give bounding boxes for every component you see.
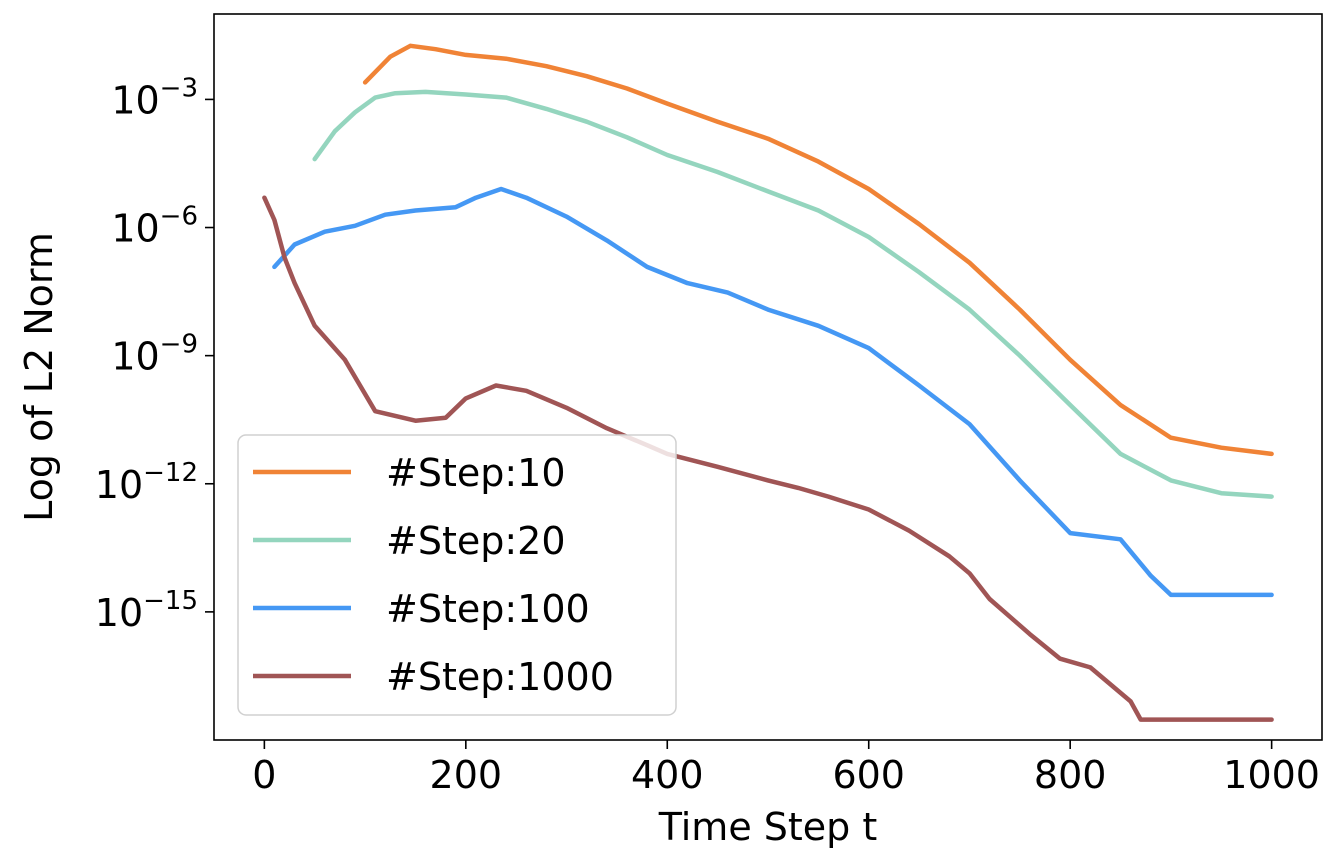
y-tick-base: 10 — [111, 78, 159, 122]
x-tick-label: 800 — [1034, 753, 1107, 797]
series-line-3 — [272, 186, 1274, 598]
y-tick-label: 10−15 — [95, 586, 198, 635]
x-axis-label: Time Step t — [658, 805, 878, 849]
legend-label-3: #Step:100 — [386, 587, 590, 631]
y-tick-exponent: −3 — [160, 73, 198, 103]
series-line-1 — [362, 43, 1274, 457]
x-tick-label: 0 — [252, 753, 276, 797]
y-tick-label: 10−3 — [111, 73, 198, 122]
y-tick-exponent: −9 — [160, 330, 198, 360]
y-tick-base: 10 — [95, 463, 143, 507]
y-tick-base: 10 — [95, 591, 143, 635]
series-line-2 — [312, 89, 1274, 499]
x-axis: 0 200 400 600 800 1000 — [252, 740, 1320, 797]
legend: #Step:10 #Step:20 #Step:100 #Step:1000 — [237, 434, 677, 716]
y-tick-exponent: −15 — [143, 586, 198, 616]
y-tick-base: 10 — [111, 335, 159, 379]
y-tick-exponent: −6 — [160, 202, 198, 232]
y-tick-label: 10−6 — [111, 202, 198, 251]
y-tick-base: 10 — [111, 207, 159, 251]
x-tick-label: 600 — [832, 753, 905, 797]
legend-label-1: #Step:10 — [386, 451, 566, 495]
y-tick-exponent: −12 — [143, 458, 198, 488]
x-tick-label: 1000 — [1223, 753, 1320, 797]
y-tick-label: 10−12 — [95, 458, 198, 507]
legend-label-2: #Step:20 — [386, 519, 566, 563]
legend-box — [237, 434, 677, 716]
x-tick-label: 200 — [430, 753, 503, 797]
y-axis-label: Log of L2 Norm — [17, 232, 61, 522]
y-tick-label: 10−9 — [111, 330, 198, 379]
x-tick-label: 400 — [631, 753, 704, 797]
series-layer — [262, 43, 1274, 722]
plot-frame — [213, 13, 1323, 741]
series-line-4 — [262, 195, 1274, 722]
legend-label-4: #Step:1000 — [386, 655, 614, 699]
